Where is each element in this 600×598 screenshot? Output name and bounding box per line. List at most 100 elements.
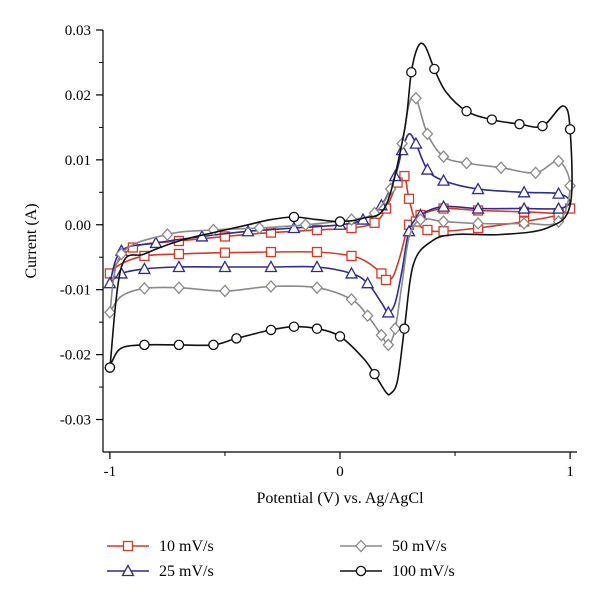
- data-point-triangle: [409, 136, 423, 149]
- data-point-square: [219, 231, 231, 242]
- data-point-circle: [399, 323, 410, 334]
- data-point-triangle: [172, 260, 186, 273]
- data-point-triangle: [517, 201, 531, 214]
- data-point-diamond: [437, 215, 450, 228]
- data-point-diamond: [410, 91, 422, 105]
- legend-item: 25 mV/s: [107, 563, 214, 580]
- data-point-square: [265, 246, 277, 258]
- data-point-circle: [429, 63, 440, 75]
- data-point-circle: [231, 333, 242, 344]
- data-point-triangle: [137, 262, 152, 275]
- data-point-diamond: [375, 328, 388, 342]
- series-layer: [103, 42, 576, 396]
- data-point-diamond: [219, 284, 231, 298]
- data-point-square: [173, 248, 185, 260]
- data-point-circle: [369, 368, 380, 380]
- y-axis-title: Current (A): [23, 203, 40, 278]
- legend-item: 10 mV/s: [107, 538, 214, 555]
- data-point-diamond: [115, 247, 128, 261]
- data-point-diamond: [161, 228, 174, 241]
- data-point-diamond: [253, 221, 266, 235]
- data-point-diamond: [472, 217, 484, 230]
- data-point-triangle: [381, 305, 395, 318]
- data-point-square: [311, 224, 323, 236]
- data-point-diamond: [518, 217, 530, 230]
- data-point-diamond: [265, 279, 277, 293]
- data-point-square: [219, 247, 231, 258]
- y-tick-label: 0.00: [65, 218, 91, 234]
- data-point-circle: [537, 120, 548, 132]
- y-tick-label: 0.02: [65, 88, 91, 104]
- data-point-diamond: [495, 161, 507, 175]
- data-point-diamond: [299, 218, 312, 232]
- data-point-diamond: [311, 281, 323, 295]
- data-point-diamond: [460, 156, 473, 170]
- data-point-triangle: [218, 260, 232, 273]
- data-point-triangle: [471, 201, 485, 214]
- data-point-triangle: [121, 564, 135, 577]
- data-point-triangle: [551, 201, 566, 214]
- data-point-diamond: [529, 166, 542, 180]
- data-point-diamond: [173, 281, 185, 295]
- data-point-diamond: [389, 322, 402, 336]
- data-point-circle: [265, 324, 277, 336]
- data-point-circle: [334, 331, 346, 342]
- data-point-square: [380, 274, 392, 286]
- data-point-diamond: [382, 338, 395, 352]
- data-point-circle: [334, 216, 346, 227]
- legend: 10 mV/s 25 mV/s 50 mV/s 100 mV/s: [107, 538, 455, 580]
- y-tick-label: -0.01: [60, 283, 91, 299]
- data-point-circle: [564, 124, 576, 135]
- legend-item: 100 mV/s: [340, 563, 455, 580]
- data-point-circle: [311, 323, 323, 334]
- data-point-diamond: [361, 309, 374, 323]
- data-point-triangle: [551, 186, 566, 199]
- data-point-triangle: [436, 173, 451, 186]
- data-point-triangle: [420, 162, 435, 175]
- y-tick-label: -0.02: [60, 348, 91, 364]
- x-tick-label: 0: [336, 464, 344, 480]
- axes-layer: 0.03 0.02 0.01 0.00 -0.01 -0.02 -0.03 -1 0 1: [60, 23, 577, 480]
- data-point-diamond: [421, 127, 434, 141]
- data-point-diamond: [437, 150, 450, 164]
- data-point-triangle: [149, 236, 163, 249]
- data-point-circle: [173, 339, 185, 351]
- data-point-triangle: [264, 260, 278, 273]
- data-point-square: [399, 170, 410, 182]
- data-point-triangle: [361, 276, 375, 289]
- data-point-circle: [208, 339, 219, 351]
- series-diamond: [104, 91, 576, 352]
- data-point-square: [403, 193, 415, 204]
- data-point-triangle: [310, 260, 324, 273]
- data-point-circle: [406, 66, 417, 78]
- data-point-triangle: [241, 224, 255, 237]
- data-point-diamond: [552, 154, 565, 168]
- data-point-triangle: [344, 266, 359, 279]
- legend-item: 50 mV/s: [340, 538, 447, 555]
- data-point-square: [422, 224, 433, 236]
- data-point-square: [122, 540, 134, 552]
- x-tick-label: -1: [104, 464, 117, 480]
- data-point-circle: [139, 339, 150, 351]
- data-point-triangle: [517, 185, 531, 198]
- data-point-diamond: [564, 179, 576, 193]
- data-point-diamond: [414, 213, 427, 227]
- data-point-circle: [288, 321, 300, 332]
- data-point-diamond: [355, 539, 367, 553]
- data-point-diamond: [345, 213, 358, 227]
- legend-label: 50 mV/s: [392, 538, 447, 555]
- data-point-triangle: [436, 199, 451, 212]
- legend-label: 10 mV/s: [159, 538, 214, 555]
- data-point-circle: [514, 118, 525, 130]
- data-point-square: [346, 250, 357, 262]
- data-point-circle: [355, 565, 367, 577]
- data-point-square: [369, 217, 380, 228]
- data-point-square: [438, 226, 449, 237]
- legend-label: 25 mV/s: [159, 563, 214, 580]
- data-point-circle: [288, 211, 300, 223]
- data-point-square: [139, 250, 150, 262]
- legend-label: 100 mV/s: [392, 563, 455, 580]
- data-point-diamond: [138, 281, 151, 295]
- data-point-triangle: [287, 221, 301, 234]
- data-point-circle: [461, 105, 472, 117]
